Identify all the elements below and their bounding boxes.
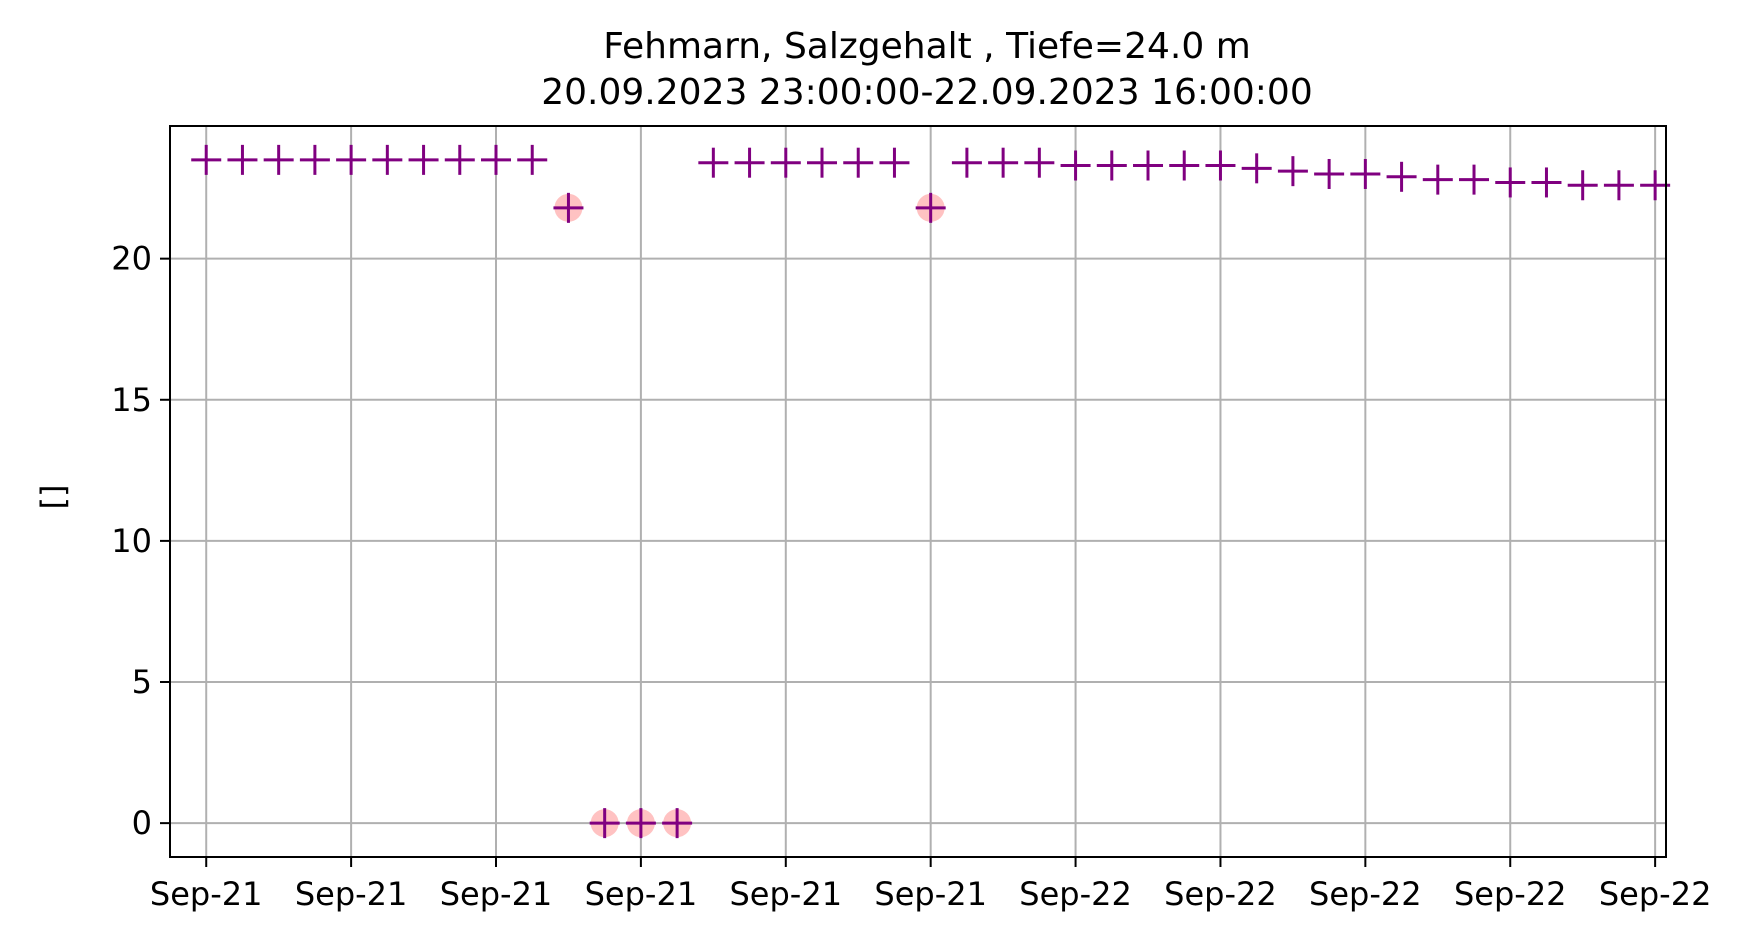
data-point [1277,156,1308,187]
data-point [1133,150,1164,181]
data-point [698,147,729,178]
data-point [879,147,910,178]
data-point [1060,150,1091,181]
y-tick-label: 0 [132,804,152,842]
x-tick-label: Sep-22 [1454,875,1567,913]
x-tick-label: Sep-21 [440,875,553,913]
data-point [1096,150,1127,181]
x-tick-label: Sep-21 [295,875,408,913]
chart-subtitle: 20.09.2023 23:00:00-22.09.2023 16:00:00 [541,72,1313,113]
x-tick-label: Sep-22 [1309,875,1422,913]
x-tick-label: Sep-22 [1019,875,1132,913]
data-point [1169,150,1200,181]
chart-title: Fehmarn, Salzgehalt , Tiefe=24.0 m [603,26,1251,67]
data-point [662,808,693,839]
data-point [481,144,512,175]
data-point [589,808,620,839]
data-point [408,144,439,175]
data-point [517,144,548,175]
data-point [1205,150,1236,181]
x-tick-label: Sep-21 [585,875,698,913]
data-point [1024,147,1055,178]
data-point [444,144,475,175]
data-point [734,147,765,178]
x-axis: Sep-21 Sep-21 Sep-21 Sep-21 Sep-21 Sep-21 Sep-… [150,857,1711,913]
data-point [553,192,584,223]
salinity-markers [191,144,1671,839]
data-point [951,147,982,178]
data-point [1350,158,1381,189]
data-point [227,144,258,175]
x-tick-label: Sep-21 [150,875,263,913]
data-point [1422,164,1453,195]
flag-markers [554,193,945,838]
grid-lines [170,126,1666,857]
data-point [1495,167,1526,198]
data-point [1241,153,1272,184]
data-point [263,144,294,175]
y-tick-label: 20 [111,240,152,278]
y-tick-label: 5 [132,663,152,701]
data-point [1603,170,1634,201]
x-tick-label: Sep-21 [729,875,842,913]
y-tick-label: 10 [111,522,152,560]
data-point [336,144,367,175]
data-point [191,144,222,175]
y-axis: 0 5 10 15 20 [111,240,170,842]
x-tick-label: Sep-22 [1599,875,1712,913]
plot-frame [169,125,1667,858]
data-point [770,147,801,178]
data-point [1386,161,1417,192]
x-tick-label: Sep-22 [1164,875,1277,913]
data-point [299,144,330,175]
y-tick-label: 15 [111,381,152,419]
data-point [988,147,1019,178]
data-point [372,144,403,175]
y-axis-label: [] [34,485,72,510]
data-point [843,147,874,178]
x-tick-label: Sep-21 [874,875,987,913]
data-point [1314,158,1345,189]
data-point [625,808,656,839]
data-point [1459,164,1490,195]
data-point [915,192,946,223]
data-point [1567,170,1598,201]
data-point [807,147,838,178]
data-point [1531,167,1562,198]
